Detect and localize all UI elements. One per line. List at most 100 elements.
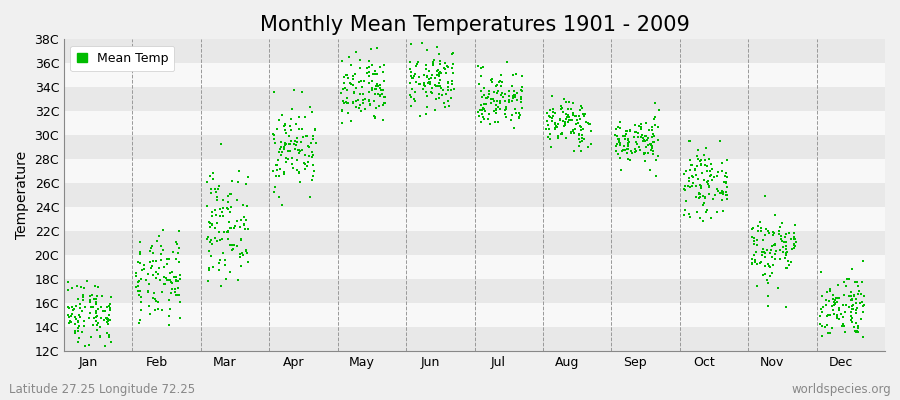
- Point: [238, 248, 253, 254]
- Point: [445, 78, 459, 84]
- Point: [710, 186, 724, 193]
- Point: [306, 133, 320, 139]
- Point: [274, 144, 288, 151]
- Point: [304, 176, 319, 183]
- Point: [621, 143, 635, 149]
- Point: [302, 143, 316, 150]
- Point: [200, 236, 214, 242]
- Point: [688, 167, 703, 173]
- Point: [231, 168, 246, 174]
- Point: [546, 109, 561, 116]
- Point: [163, 270, 177, 277]
- Point: [649, 173, 663, 180]
- Point: [773, 246, 788, 253]
- Point: [484, 100, 499, 106]
- Point: [65, 311, 79, 317]
- Point: [568, 126, 582, 132]
- Point: [222, 209, 237, 216]
- Point: [304, 140, 319, 146]
- Point: [760, 261, 775, 268]
- Point: [306, 172, 320, 179]
- Point: [71, 319, 86, 326]
- Point: [94, 304, 109, 311]
- Point: [84, 304, 98, 310]
- Point: [149, 238, 164, 244]
- Point: [433, 76, 447, 83]
- Point: [374, 82, 388, 88]
- Point: [354, 108, 368, 114]
- Point: [425, 84, 439, 91]
- Point: [84, 334, 98, 340]
- Point: [683, 157, 698, 164]
- Point: [856, 334, 870, 340]
- Point: [698, 177, 712, 183]
- Point: [624, 148, 638, 154]
- Point: [172, 292, 186, 298]
- Point: [572, 130, 586, 137]
- Point: [89, 318, 104, 324]
- Point: [73, 300, 87, 307]
- Point: [784, 259, 798, 265]
- Point: [132, 319, 147, 326]
- Point: [66, 307, 80, 313]
- Point: [817, 324, 832, 330]
- Bar: [64, 303, 885, 327]
- Point: [362, 58, 376, 64]
- Point: [342, 54, 356, 60]
- Point: [579, 119, 593, 126]
- Point: [71, 339, 86, 346]
- Point: [61, 305, 76, 312]
- Point: [230, 218, 245, 224]
- Point: [694, 161, 708, 167]
- Y-axis label: Temperature: Temperature: [15, 151, 29, 239]
- Point: [677, 170, 691, 177]
- Point: [215, 250, 230, 256]
- Point: [436, 100, 451, 106]
- Point: [409, 78, 423, 85]
- Point: [222, 225, 237, 231]
- Point: [698, 144, 713, 151]
- Point: [361, 73, 375, 80]
- Point: [856, 302, 870, 309]
- Point: [856, 309, 870, 316]
- Point: [691, 176, 706, 182]
- Point: [544, 118, 559, 124]
- Point: [638, 158, 652, 164]
- Point: [750, 242, 764, 248]
- Point: [693, 182, 707, 188]
- Point: [205, 264, 220, 270]
- Point: [745, 261, 760, 267]
- Point: [637, 150, 652, 156]
- Point: [368, 115, 382, 121]
- Point: [815, 308, 830, 315]
- Point: [633, 147, 647, 153]
- Point: [842, 276, 856, 282]
- Point: [651, 136, 665, 143]
- Point: [355, 84, 369, 90]
- Point: [101, 317, 115, 324]
- Point: [540, 110, 554, 116]
- Point: [200, 203, 214, 210]
- Point: [143, 259, 157, 265]
- Point: [715, 190, 729, 196]
- Point: [551, 121, 565, 128]
- Point: [73, 314, 87, 320]
- Point: [574, 132, 589, 138]
- Point: [646, 148, 661, 154]
- Bar: [64, 135, 885, 159]
- Point: [854, 316, 868, 322]
- Point: [444, 95, 458, 102]
- Point: [540, 122, 554, 128]
- Point: [759, 226, 773, 232]
- Point: [515, 73, 529, 79]
- Point: [222, 191, 237, 197]
- Point: [700, 168, 715, 175]
- Point: [237, 222, 251, 229]
- Point: [163, 276, 177, 283]
- Point: [76, 292, 90, 299]
- Point: [828, 300, 842, 306]
- Point: [338, 99, 353, 105]
- Point: [378, 94, 392, 100]
- Point: [89, 296, 104, 302]
- Point: [154, 243, 168, 249]
